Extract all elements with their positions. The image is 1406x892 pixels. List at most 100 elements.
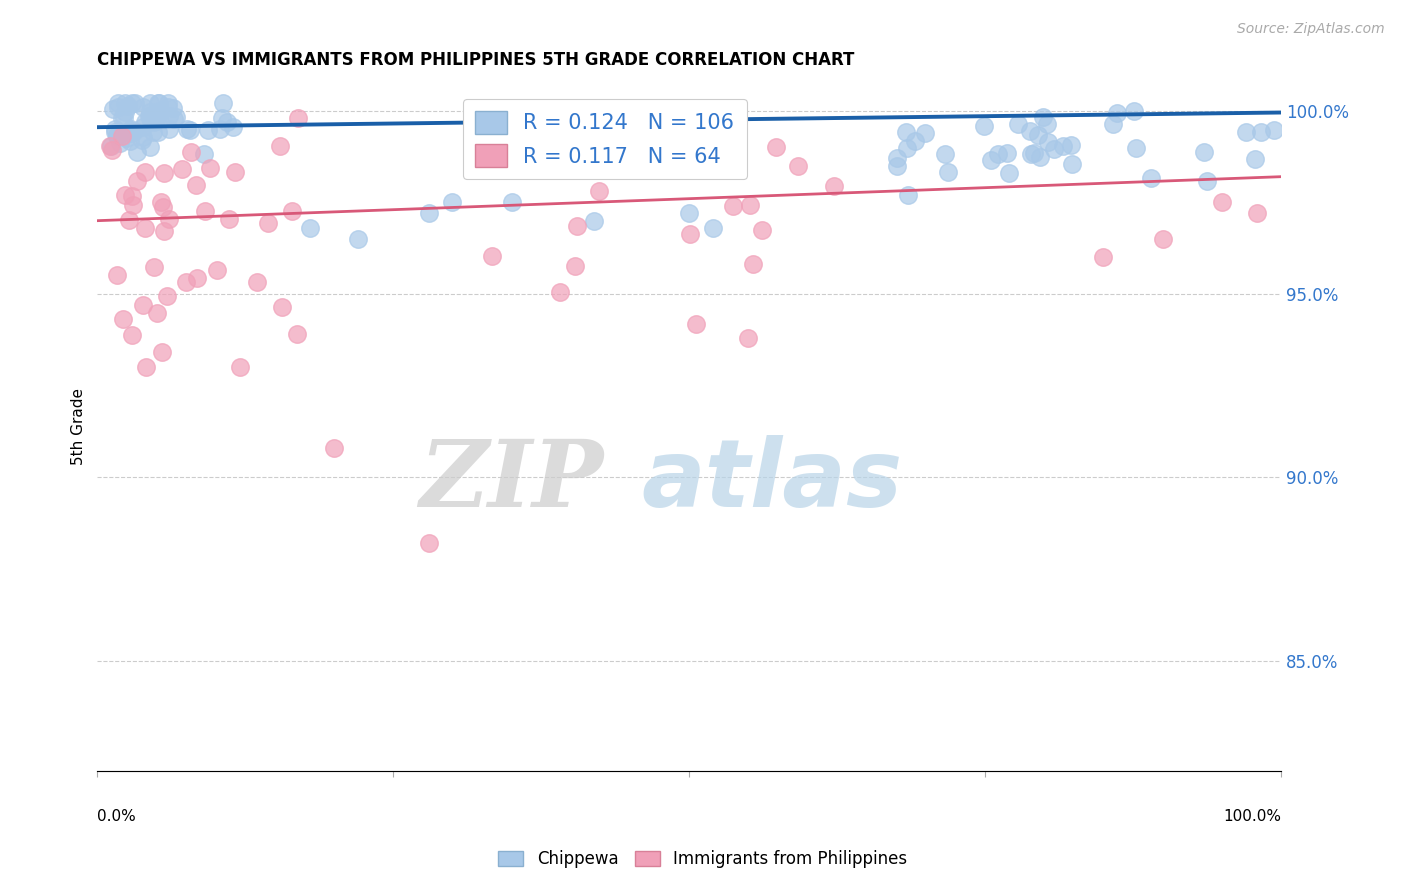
Point [287,111,309,125]
Point [157,212,180,227]
Point [1019,146,1042,161]
Point [163,112,186,126]
Point [897,187,920,202]
Point [702,221,724,235]
Point [197,122,219,136]
Point [153,166,176,180]
Point [1026,128,1049,143]
Point [111,112,134,126]
Point [987,147,1010,161]
Point [117,99,139,113]
Point [678,206,700,220]
Point [995,146,1018,161]
Point [1032,110,1054,124]
Point [1022,145,1045,160]
Point [186,178,208,192]
Point [131,100,153,114]
Point [256,216,278,230]
Point [139,105,162,120]
Point [100,139,122,153]
Point [101,103,124,117]
Point [418,206,440,220]
Point [896,141,918,155]
Point [1250,125,1272,139]
Point [765,140,787,154]
Point [124,96,146,111]
Point [934,147,956,161]
Point [145,306,167,320]
Point [285,326,308,341]
Point [121,96,143,111]
Point [104,122,127,136]
Point [98,138,121,153]
Point [565,219,588,234]
Point [894,125,917,139]
Point [118,213,141,227]
Point [138,109,160,123]
Text: ZIP: ZIP [419,436,603,526]
Point [271,300,294,314]
Point [108,136,131,151]
Point [588,184,610,198]
Point [156,289,179,303]
Point [157,109,180,123]
Point [1052,139,1074,153]
Point [207,262,229,277]
Point [152,224,174,238]
Point [281,204,304,219]
Point [938,164,960,178]
Point [131,130,153,145]
Point [904,134,927,148]
Point [121,189,143,203]
Point [1122,104,1144,119]
Point [135,359,157,374]
Point [1029,150,1052,164]
Text: atlas: atlas [641,435,903,527]
Point [114,105,136,120]
Point [1019,124,1042,138]
Point [142,260,165,274]
Point [131,120,153,134]
Text: 100.0%: 100.0% [1223,809,1281,823]
Point [125,174,148,188]
Point [1038,135,1060,149]
Point [131,132,153,146]
Point [111,311,134,326]
Point [156,100,179,114]
Point [174,275,197,289]
Point [105,268,128,283]
Point [120,121,142,136]
Text: Source: ZipAtlas.com: Source: ZipAtlas.com [1237,22,1385,37]
Point [973,119,995,133]
Point [105,129,128,144]
Point [152,200,174,214]
Point [740,198,762,212]
Point [346,232,368,246]
Point [180,145,202,159]
Point [787,159,810,173]
Point [134,221,156,235]
Point [186,271,208,285]
Text: CHIPPEWA VS IMMIGRANTS FROM PHILIPPINES 5TH GRADE CORRELATION CHART: CHIPPEWA VS IMMIGRANTS FROM PHILIPPINES … [97,51,855,69]
Point [146,125,169,139]
Point [418,536,440,550]
Point [145,112,167,127]
Point [172,161,194,176]
Point [1036,117,1059,131]
Point [139,96,162,111]
Point [143,115,166,129]
Point [678,227,700,241]
Point [299,221,322,235]
Point [211,112,233,126]
Point [118,122,141,136]
Point [150,344,173,359]
Point [823,179,845,194]
Point [224,165,246,179]
Y-axis label: 5th Grade: 5th Grade [72,387,86,465]
Point [564,259,586,273]
Text: 0.0%: 0.0% [97,809,136,823]
Point [1234,125,1257,139]
Point [139,109,162,123]
Point [998,166,1021,180]
Point [107,100,129,114]
